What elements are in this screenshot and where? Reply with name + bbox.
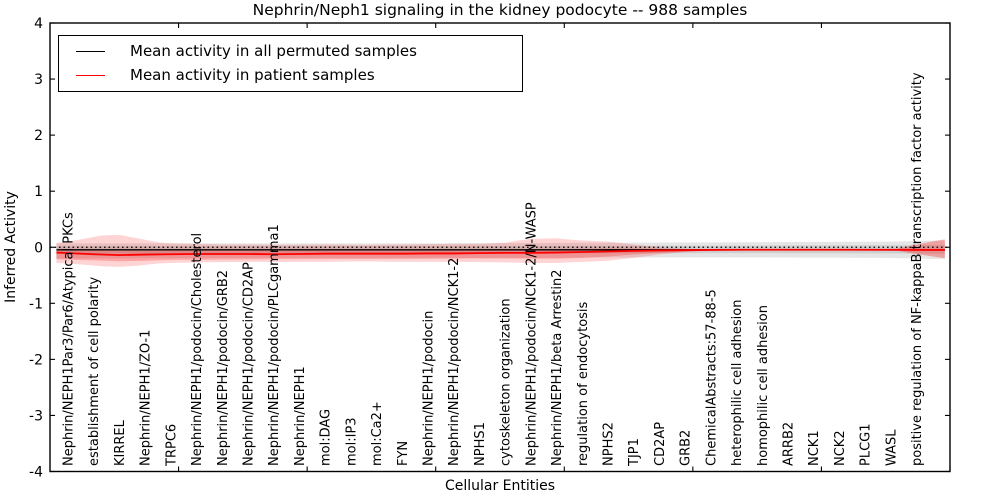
y-tick-label: 4 — [34, 16, 43, 32]
x-category-label: Nephrin/NEPH1/podocin/NCK1-2/N-WASP — [524, 202, 539, 466]
y-tick-label: 2 — [34, 128, 43, 144]
x-category-label: homophilic cell adhesion — [756, 305, 771, 466]
x-category-label: Nephrin/NEPH1/podocin — [422, 311, 437, 466]
x-category-label: KIRREL — [113, 419, 128, 466]
x-category-label: positive regulation of NF-kappaB transcr… — [910, 72, 925, 466]
legend-row-permuted: Mean activity in all permuted samples — [76, 44, 522, 59]
y-tick-label: -4 — [29, 465, 43, 481]
x-axis-label: Cellular Entities — [444, 478, 556, 494]
x-category-label: Nephrin/NEPH1Par3/Par6/Atypical PKCs — [62, 212, 77, 466]
x-category-label: Nephrin/NEPH1/podocin/GRB2 — [216, 270, 231, 466]
x-category-label: Nephrin/NEPH1/ZO-1 — [139, 330, 154, 466]
x-category-label: cytoskeleton organization — [499, 298, 514, 466]
x-category-label: mol:Ca2+ — [370, 401, 385, 466]
legend-label-patient: Mean activity in patient samples — [130, 65, 375, 84]
y-tick-label: -2 — [29, 352, 43, 368]
legend-row-patient: Mean activity in patient samples — [76, 65, 522, 84]
legend-line-permuted-swatch — [76, 51, 105, 53]
x-category-label: GRB2 — [679, 430, 694, 466]
x-category-label: TJP1 — [627, 438, 642, 467]
x-category-label: NPHS1 — [473, 422, 488, 466]
x-category-label: Nephrin/NEPH1/podocin/NCK1-2 — [447, 258, 462, 466]
legend: Mean activity in all permuted samples Me… — [58, 35, 523, 92]
x-category-label: Nephrin/NEPH1/podocin/PLCgamma1 — [267, 224, 282, 466]
x-category-label: NCK1 — [807, 430, 822, 466]
x-category-label: mol:IP3 — [344, 417, 359, 466]
x-category-label: ChemicalAbstracts:57-88-5 — [704, 289, 719, 466]
band-patient-range-outer — [56, 234, 729, 267]
x-category-label: Nephrin/NEPH1/podocin/CD2AP — [242, 262, 257, 466]
x-category-label: FYN — [396, 441, 411, 466]
y-tick-label: 3 — [34, 72, 43, 88]
x-category-label: Nephrin/NEPH1/podocin/Cholesterol — [190, 233, 205, 466]
y-tick-label: -1 — [29, 296, 43, 312]
x-category-label: CD2AP — [653, 422, 668, 466]
x-category-label: TRPC6 — [164, 424, 179, 467]
y-tick-label: 0 — [34, 240, 43, 256]
x-category-label: heterophilic cell adhesion — [730, 300, 745, 467]
x-category-label: Nephrin/NEPH1/beta Arrestin2 — [550, 270, 565, 467]
chart-title: Nephrin/Neph1 signaling in the kidney po… — [252, 1, 748, 19]
x-category-label: NCK2 — [833, 430, 848, 466]
x-category-label: establishment of cell polarity — [87, 277, 102, 466]
series-line-1 — [56, 248, 945, 256]
legend-line-patient-swatch — [76, 74, 105, 76]
y-tick-label: -3 — [29, 408, 43, 424]
x-category-label: mol:DAG — [319, 409, 334, 466]
x-category-label: PLCG1 — [859, 423, 874, 466]
y-tick-label: 1 — [34, 184, 43, 200]
x-category-label: WASL — [884, 429, 899, 466]
x-category-label: NPHS2 — [602, 422, 617, 466]
legend-label-permuted: Mean activity in all permuted samples — [130, 42, 417, 61]
x-category-label: Nephrin/NEPH1 — [293, 366, 308, 466]
band-patient-range-right — [893, 239, 945, 259]
x-category-label: ARRB2 — [782, 422, 797, 466]
x-category-label: regulation of endocytosis — [576, 301, 591, 466]
y-axis-label: Inferred Activity — [3, 191, 19, 303]
